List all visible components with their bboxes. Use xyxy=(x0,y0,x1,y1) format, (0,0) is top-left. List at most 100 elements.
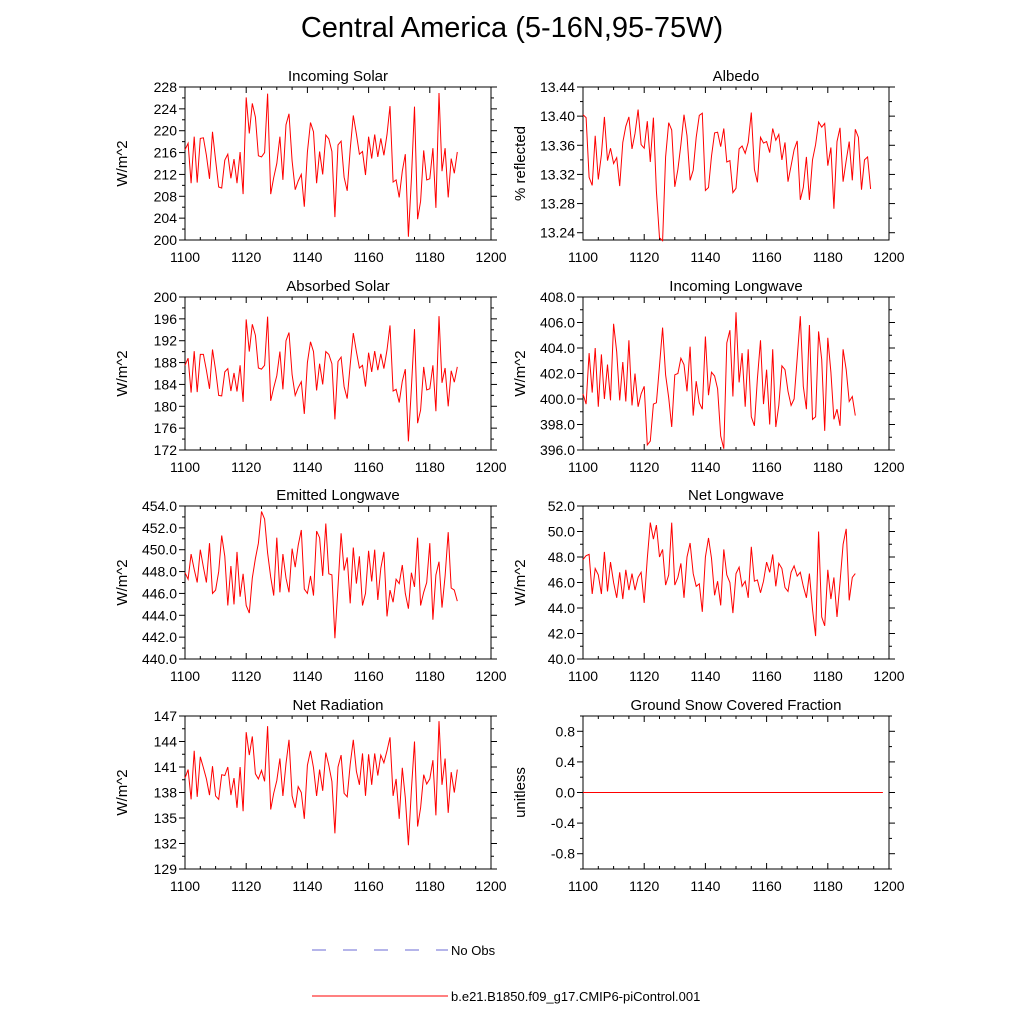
x-tick-label: 1140 xyxy=(690,878,720,894)
data-series-line xyxy=(184,721,458,846)
panel-title: Absorbed Solar xyxy=(286,278,389,295)
x-tick-label: 1100 xyxy=(568,459,598,475)
x-tick-label: 1200 xyxy=(475,668,506,684)
panel-title: Albedo xyxy=(713,68,760,85)
y-tick-label: 440.0 xyxy=(142,651,177,667)
y-tick-label: 448.0 xyxy=(142,564,177,580)
figure-title: Central America (5-16N,95-75W) xyxy=(300,12,724,44)
x-tick-label: 1200 xyxy=(475,249,506,265)
y-tick-label: 13.44 xyxy=(540,79,575,95)
y-tick-label: 224 xyxy=(154,101,178,117)
y-tick-label: 129 xyxy=(154,861,178,877)
y-tick-label: 13.28 xyxy=(540,196,575,212)
x-tick-label: 1140 xyxy=(690,668,720,684)
panel-net-longwave: Net Longwave W/m^2 1100 1120 1140 1160 1180 120… xyxy=(512,487,905,684)
x-tick-label: 1200 xyxy=(873,249,904,265)
plot-frame xyxy=(184,86,492,241)
plot-frame xyxy=(582,86,890,241)
y-tick-label: 188 xyxy=(154,355,178,371)
x-tick-label: 1120 xyxy=(231,668,261,684)
no-obs-legend-label: No Obs xyxy=(451,943,496,958)
y-tick-label: 192 xyxy=(154,333,178,349)
y-tick-label: 44.0 xyxy=(548,600,575,616)
x-tick-label: 1140 xyxy=(292,459,322,475)
x-tick-label: 1180 xyxy=(813,668,843,684)
x-tick-label: 1200 xyxy=(475,459,506,475)
panel-title: Ground Snow Covered Fraction xyxy=(631,697,842,714)
x-tick-label: 1140 xyxy=(690,459,720,475)
y-tick-label: 216 xyxy=(154,145,178,161)
x-tick-label: 1100 xyxy=(568,668,598,684)
panel-title: Emitted Longwave xyxy=(276,487,399,504)
data-series-line xyxy=(184,511,458,639)
x-tick-label: 1180 xyxy=(415,459,445,475)
y-tick-label: 46.0 xyxy=(548,575,575,591)
x-tick-label: 1120 xyxy=(629,249,659,265)
panel-title: Net Longwave xyxy=(688,487,784,504)
y-tick-label: 400.0 xyxy=(540,391,575,407)
y-tick-label: 180 xyxy=(154,398,178,414)
y-tick-label: 132 xyxy=(154,836,178,852)
x-tick-label: 1120 xyxy=(231,459,261,475)
x-tick-label: 1180 xyxy=(415,878,445,894)
y-tick-label: 138 xyxy=(154,785,178,801)
y-tick-label: 42.0 xyxy=(548,626,575,642)
x-tick-label: 1100 xyxy=(568,249,598,265)
x-tick-label: 1100 xyxy=(170,459,200,475)
x-tick-label: 1160 xyxy=(752,459,782,475)
y-tick-label: 200 xyxy=(154,232,178,248)
y-tick-label: 442.0 xyxy=(142,629,177,645)
y-tick-label: 220 xyxy=(154,123,178,139)
x-tick-label: 1120 xyxy=(231,878,261,894)
x-tick-label: 1200 xyxy=(475,878,506,894)
panel-title: Incoming Longwave xyxy=(669,278,802,295)
y-tick-label: 13.40 xyxy=(540,108,575,124)
y-tick-label: 408.0 xyxy=(540,289,575,305)
y-tick-label: 144 xyxy=(154,734,178,750)
x-tick-label: 1180 xyxy=(813,878,843,894)
y-tick-label: 208 xyxy=(154,188,178,204)
y-tick-label: 406.0 xyxy=(540,315,575,331)
x-tick-label: 1160 xyxy=(354,249,384,265)
y-tick-label: 13.36 xyxy=(540,137,575,153)
y-tick-label: 404.0 xyxy=(540,340,575,356)
panel-title: Net Radiation xyxy=(293,697,384,714)
y-tick-label: 141 xyxy=(154,759,178,775)
x-tick-label: 1160 xyxy=(354,668,384,684)
y-tick-label: -0.4 xyxy=(551,815,575,831)
panel-ground-snow-covered-fraction: Ground Snow Covered Fraction unitless 1100… xyxy=(512,697,905,894)
x-tick-label: 1140 xyxy=(292,668,322,684)
panel-emitted-longwave: Emitted Longwave W/m^2 1100 1120 1140 1160 118… xyxy=(114,487,507,684)
x-tick-label: 1100 xyxy=(170,878,200,894)
y-tick-label: 52.0 xyxy=(548,498,575,514)
x-tick-label: 1120 xyxy=(629,878,659,894)
model-legend-label: b.e21.B1850.f09_g17.CMIP6-piControl.001 xyxy=(451,989,700,1004)
y-tick-label: 228 xyxy=(154,79,178,95)
y-tick-label: 402.0 xyxy=(540,366,575,382)
y-axis-label: W/m^2 xyxy=(114,769,131,815)
x-tick-label: 1200 xyxy=(873,668,904,684)
y-tick-label: 50.0 xyxy=(548,524,575,540)
data-series-line xyxy=(582,312,856,449)
y-tick-label: 172 xyxy=(154,442,178,458)
x-tick-label: 1100 xyxy=(170,249,200,265)
y-tick-label: 48.0 xyxy=(548,549,575,565)
y-tick-label: 204 xyxy=(154,210,178,226)
x-tick-label: 1180 xyxy=(813,249,843,265)
panel-absorbed-solar: Absorbed Solar W/m^2 1100 1120 1140 1160 1180 1… xyxy=(114,278,507,475)
y-tick-label: 454.0 xyxy=(142,498,177,514)
y-tick-label: 184 xyxy=(154,376,178,392)
y-tick-label: 13.32 xyxy=(540,166,575,182)
y-tick-label: 444.0 xyxy=(142,607,177,623)
y-axis-label: W/m^2 xyxy=(114,559,131,605)
y-axis-label: W/m^2 xyxy=(114,140,131,186)
x-tick-label: 1120 xyxy=(231,249,261,265)
panel-incoming-solar: Incoming Solar W/m^2 1100 1120 1140 1160 1180 1… xyxy=(114,68,507,265)
y-tick-label: -0.8 xyxy=(551,846,575,862)
panel-title: Incoming Solar xyxy=(288,68,388,85)
y-tick-label: 0.8 xyxy=(556,723,576,739)
y-tick-label: 196 xyxy=(154,311,178,327)
plot-frame xyxy=(582,505,890,660)
y-tick-label: 200 xyxy=(154,289,178,305)
y-tick-label: 176 xyxy=(154,420,178,436)
